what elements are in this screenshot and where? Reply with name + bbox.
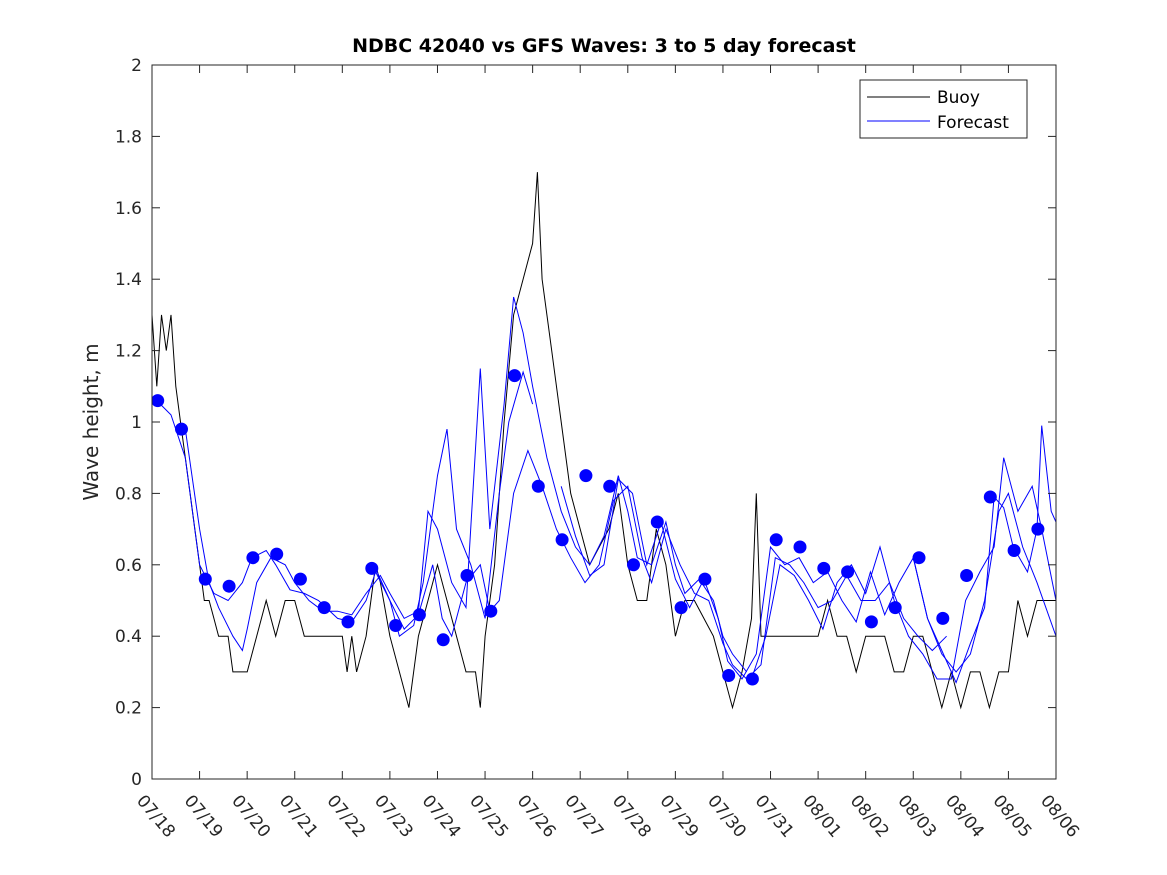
forecast-marker-point bbox=[960, 569, 974, 582]
forecast-marker-point bbox=[1007, 544, 1021, 557]
forecast-marker-point bbox=[341, 615, 355, 629]
y-tick-label: 0.2 bbox=[115, 699, 142, 719]
forecast-marker-point bbox=[436, 633, 450, 647]
forecast-marker-point bbox=[674, 601, 688, 615]
forecast-marker-point bbox=[412, 608, 426, 622]
forecast-marker-point bbox=[888, 601, 902, 615]
forecast-series-line-6 bbox=[912, 425, 1056, 684]
y-tick-label: 1.6 bbox=[115, 199, 142, 219]
forecast-marker-point bbox=[246, 551, 260, 565]
forecast-marker-point bbox=[317, 601, 331, 615]
forecast-marker-point bbox=[389, 619, 403, 632]
forecast-marker-point bbox=[198, 572, 212, 586]
forecast-marker-point bbox=[983, 490, 997, 504]
forecast-marker-point bbox=[769, 533, 783, 547]
forecast-marker-point bbox=[793, 540, 807, 554]
forecast-marker-point bbox=[936, 611, 950, 625]
forecast-series-line-5 bbox=[751, 457, 1056, 680]
forecast-marker-point bbox=[293, 572, 307, 586]
forecast-marker-point bbox=[603, 479, 617, 493]
y-tick-label: 1.8 bbox=[115, 127, 142, 147]
y-tick-label: 0.8 bbox=[115, 484, 142, 504]
buoy-series-line bbox=[152, 172, 1056, 710]
forecast-marker-point bbox=[722, 669, 736, 682]
chart-title: NDBC 42040 vs GFS Waves: 3 to 5 day fore… bbox=[352, 35, 856, 57]
forecast-series-line-2 bbox=[184, 296, 748, 673]
forecast-marker-point bbox=[864, 615, 878, 629]
forecast-series-line-4 bbox=[560, 478, 1056, 680]
forecast-marker-point bbox=[555, 533, 569, 547]
forecast-marker-point bbox=[152, 394, 165, 408]
forecast-marker-point bbox=[175, 422, 188, 436]
legend-label-forecast: Forecast bbox=[937, 113, 1009, 133]
forecast-marker-point bbox=[531, 479, 545, 493]
y-tick-label: 1 bbox=[131, 413, 142, 433]
forecast-marker-point bbox=[627, 558, 640, 572]
y-tick-label: 1.4 bbox=[115, 270, 142, 290]
y-tick-label: 0.4 bbox=[115, 627, 142, 647]
forecast-marker-point bbox=[270, 547, 284, 561]
forecast-marker-point bbox=[698, 572, 712, 586]
forecast-marker-point bbox=[1031, 522, 1045, 536]
forecast-marker-point bbox=[817, 561, 831, 575]
forecast-marker-point bbox=[484, 604, 498, 618]
y-tick-label: 0.6 bbox=[115, 556, 142, 576]
y-tick-label: 1.2 bbox=[115, 342, 142, 362]
forecast-marker-point bbox=[508, 369, 522, 383]
legend-label-buoy: Buoy bbox=[937, 88, 980, 108]
y-tick-label: 2 bbox=[131, 56, 142, 76]
legend-box bbox=[859, 79, 1028, 139]
legend: Buoy Forecast bbox=[859, 79, 1028, 139]
forecast-marker-point bbox=[912, 551, 926, 565]
forecast-marker-point bbox=[222, 579, 236, 593]
y-axis-label: Wave height, m bbox=[79, 343, 103, 500]
forecast-marker-point bbox=[579, 469, 593, 483]
y-tick-label: 0 bbox=[131, 770, 142, 790]
forecast-marker-point bbox=[460, 569, 474, 582]
forecast-marker-point bbox=[650, 515, 664, 529]
forecast-marker-point bbox=[841, 565, 855, 579]
forecast-marker-point bbox=[745, 672, 759, 686]
forecast-marker-point bbox=[365, 561, 379, 575]
